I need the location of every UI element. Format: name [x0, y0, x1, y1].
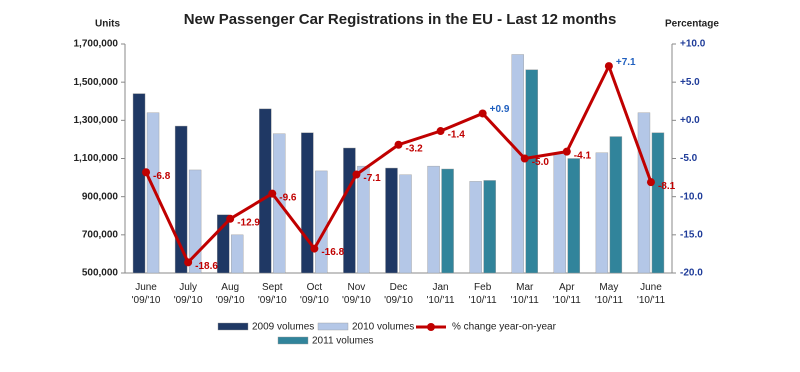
y2-tick-label: -15.0 — [680, 229, 703, 240]
data-label: -18.6 — [195, 261, 218, 272]
bar — [385, 167, 398, 274]
bar — [511, 54, 524, 274]
bar — [301, 132, 314, 274]
y-tick-label: 900,000 — [82, 191, 119, 202]
bar — [132, 93, 146, 274]
bar — [427, 165, 440, 274]
bar — [483, 180, 496, 274]
point — [604, 62, 613, 71]
x-tick-label: Aug '09/'10 — [216, 282, 245, 306]
x-tick-label: Feb '10/'11 — [469, 282, 498, 306]
legend-swatch — [427, 323, 435, 331]
legend-swatch — [277, 336, 309, 345]
bar — [343, 147, 356, 274]
legend-label: 2011 volumes — [312, 336, 374, 347]
data-label: +0.9 — [490, 104, 510, 115]
bar — [357, 165, 370, 274]
y-axis-label: Units — [95, 19, 120, 30]
point — [352, 170, 361, 179]
y2-axis-label: Percentage — [665, 19, 719, 30]
point — [436, 127, 445, 136]
x-tick-label: Apr '10/'11 — [553, 282, 582, 306]
x-tick-label: June '09/'10 — [132, 282, 161, 306]
point — [478, 109, 487, 118]
bar — [609, 136, 623, 274]
x-tick-label: May '10/'11 — [595, 282, 624, 306]
y2-tick-label: +0.0 — [680, 115, 700, 126]
y-tick-label: 500,000 — [82, 268, 119, 279]
data-label: -7.1 — [363, 173, 381, 184]
data-label: -3.2 — [406, 143, 424, 154]
x-tick-label: Mar '10/'11 — [511, 282, 540, 306]
bar — [469, 181, 482, 274]
y-tick-label: 1,500,000 — [74, 77, 119, 88]
bar — [441, 168, 454, 274]
chart-title: New Passenger Car Registrations in the E… — [184, 11, 617, 28]
point — [268, 189, 277, 198]
y-tick-label: 1,700,000 — [74, 39, 119, 50]
data-label: -12.9 — [237, 217, 260, 228]
legend-label: % change year-on-year — [452, 322, 557, 333]
bar — [567, 158, 581, 274]
point — [310, 244, 319, 253]
point — [520, 154, 529, 163]
y2-tick-label: -20.0 — [680, 268, 703, 279]
point — [562, 147, 571, 156]
y-tick-label: 700,000 — [82, 229, 119, 240]
y-tick-label: 1,300,000 — [74, 115, 119, 126]
legend-swatch — [317, 322, 349, 331]
data-label: -5.0 — [532, 157, 550, 168]
bar — [146, 112, 160, 274]
legend-label: 2010 volumes — [352, 322, 414, 333]
data-label: -6.8 — [153, 171, 171, 182]
bar — [525, 69, 538, 274]
bar — [399, 174, 412, 274]
bar — [315, 170, 328, 274]
x-tick-label: Dec '09/'10 — [384, 282, 413, 306]
y-tick-label: 1,100,000 — [74, 153, 119, 164]
data-label: -4.1 — [574, 150, 592, 161]
bar — [637, 112, 651, 274]
legend-label: 2009 volumes — [252, 322, 314, 333]
point — [184, 258, 193, 267]
x-tick-label: July '09/'10 — [174, 282, 203, 306]
data-label: -16.8 — [321, 247, 344, 258]
x-tick-label: June '10/'11 — [637, 282, 666, 306]
point — [142, 168, 151, 177]
bar — [595, 152, 609, 274]
y2-tick-label: +5.0 — [680, 77, 700, 88]
y2-tick-label: -5.0 — [680, 153, 698, 164]
bar — [553, 152, 567, 274]
data-label: +7.1 — [616, 57, 636, 68]
data-label: -8.1 — [658, 181, 676, 192]
point — [226, 214, 235, 223]
point — [394, 140, 403, 149]
x-tick-label: Oct '09/'10 — [300, 282, 329, 306]
legend-swatch — [217, 322, 249, 331]
x-tick-label: Nov '09/'10 — [342, 282, 371, 306]
bar — [188, 169, 202, 274]
x-tick-label: Sept '09/'10 — [258, 282, 287, 306]
y2-tick-label: -10.0 — [680, 191, 703, 202]
data-label: -9.6 — [279, 192, 297, 203]
data-label: -1.4 — [448, 130, 466, 141]
bar — [651, 132, 665, 274]
bar — [174, 125, 188, 274]
bar — [230, 234, 244, 274]
point — [646, 178, 655, 187]
x-tick-label: Jan '10/'11 — [427, 282, 456, 306]
y2-tick-label: +10.0 — [680, 39, 706, 50]
